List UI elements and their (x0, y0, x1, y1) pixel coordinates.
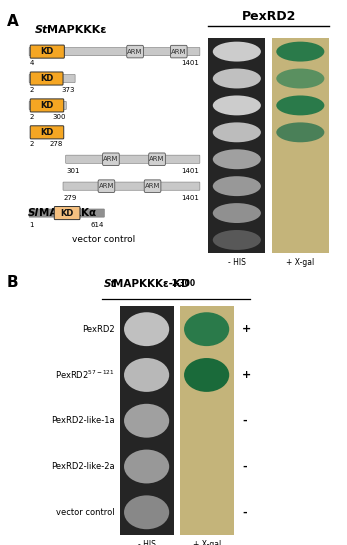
FancyBboxPatch shape (127, 45, 143, 58)
FancyBboxPatch shape (29, 101, 66, 110)
Text: KD: KD (41, 47, 54, 56)
FancyBboxPatch shape (29, 47, 200, 56)
Text: KD: KD (60, 209, 74, 217)
Text: 278: 278 (50, 141, 63, 147)
FancyBboxPatch shape (54, 207, 80, 220)
Text: vector control: vector control (73, 235, 136, 245)
Bar (208, 38, 265, 253)
Ellipse shape (213, 149, 261, 169)
Text: 1401: 1401 (181, 168, 200, 174)
Text: 1: 1 (29, 222, 34, 228)
FancyBboxPatch shape (98, 180, 115, 192)
Bar (120, 306, 174, 535)
Bar (180, 306, 234, 535)
Text: PexRD2$^{57-121}$: PexRD2$^{57-121}$ (55, 369, 115, 381)
FancyBboxPatch shape (103, 153, 119, 166)
Ellipse shape (184, 450, 229, 483)
Text: MAPKKKε: MAPKKKε (47, 25, 106, 34)
Ellipse shape (213, 69, 261, 88)
Text: KD: KD (40, 128, 54, 137)
Ellipse shape (184, 404, 229, 438)
Text: +: + (242, 370, 252, 380)
Text: 300: 300 (52, 114, 66, 120)
Ellipse shape (276, 230, 324, 250)
Text: -: - (242, 462, 247, 471)
Ellipse shape (213, 41, 261, 62)
Text: -: - (242, 507, 247, 517)
Ellipse shape (213, 95, 261, 116)
Text: Sl: Sl (28, 208, 39, 218)
Ellipse shape (184, 495, 229, 529)
Text: 2: 2 (29, 141, 34, 147)
Ellipse shape (124, 404, 169, 438)
Ellipse shape (276, 95, 324, 116)
Text: vector control: vector control (56, 508, 115, 517)
Text: ARM: ARM (145, 183, 160, 189)
FancyBboxPatch shape (144, 180, 161, 192)
FancyBboxPatch shape (63, 182, 200, 190)
Text: 2-300: 2-300 (172, 279, 196, 288)
Ellipse shape (213, 123, 261, 142)
FancyBboxPatch shape (149, 153, 166, 166)
Ellipse shape (124, 495, 169, 529)
Text: St: St (35, 25, 48, 34)
Ellipse shape (124, 450, 169, 483)
Text: 1401: 1401 (181, 195, 200, 201)
Ellipse shape (276, 41, 324, 62)
FancyBboxPatch shape (30, 45, 64, 58)
Text: PexRD2-like-2a: PexRD2-like-2a (51, 462, 115, 471)
Text: +: + (242, 324, 252, 334)
Ellipse shape (184, 312, 229, 346)
Ellipse shape (276, 149, 324, 169)
Text: 2: 2 (29, 87, 34, 93)
Ellipse shape (124, 312, 169, 346)
Text: B: B (7, 275, 19, 290)
FancyBboxPatch shape (29, 209, 104, 217)
Text: 373: 373 (61, 87, 75, 93)
Text: MAPKKKε-KD: MAPKKKε-KD (113, 279, 189, 289)
Text: + X-gal: + X-gal (286, 258, 314, 267)
Ellipse shape (213, 203, 261, 223)
FancyBboxPatch shape (30, 126, 64, 139)
FancyBboxPatch shape (29, 75, 75, 83)
Ellipse shape (276, 123, 324, 142)
Text: PexRD2: PexRD2 (82, 325, 115, 334)
Bar (272, 38, 329, 253)
FancyBboxPatch shape (30, 72, 63, 85)
Text: ARM: ARM (171, 49, 187, 54)
Text: + X-gal: + X-gal (193, 540, 221, 545)
Text: 279: 279 (64, 195, 77, 201)
Text: 1401: 1401 (181, 60, 200, 66)
Text: -: - (242, 416, 247, 426)
Ellipse shape (124, 358, 169, 392)
Text: 2: 2 (29, 114, 34, 120)
Text: St: St (104, 279, 117, 289)
Ellipse shape (184, 358, 229, 392)
Text: - HIS: - HIS (228, 258, 246, 267)
Text: A: A (7, 14, 19, 29)
Text: KD: KD (40, 101, 54, 110)
Text: PexRD2: PexRD2 (242, 10, 296, 23)
Text: ARM: ARM (149, 156, 165, 162)
Ellipse shape (213, 230, 261, 250)
Text: - HIS: - HIS (138, 540, 155, 545)
FancyBboxPatch shape (30, 99, 64, 112)
Text: 614: 614 (91, 222, 104, 228)
Text: ARM: ARM (99, 183, 114, 189)
Text: ARM: ARM (103, 156, 119, 162)
Ellipse shape (276, 176, 324, 196)
Ellipse shape (276, 203, 324, 223)
Ellipse shape (276, 69, 324, 88)
Text: PexRD2-like-1a: PexRD2-like-1a (51, 416, 115, 425)
Ellipse shape (213, 176, 261, 196)
FancyBboxPatch shape (170, 45, 187, 58)
Text: 4: 4 (29, 60, 34, 66)
Text: 301: 301 (66, 168, 79, 174)
Text: KD: KD (40, 74, 53, 83)
Text: MAPKKKα: MAPKKKα (39, 208, 96, 218)
Text: ARM: ARM (127, 49, 143, 54)
FancyBboxPatch shape (66, 155, 200, 164)
